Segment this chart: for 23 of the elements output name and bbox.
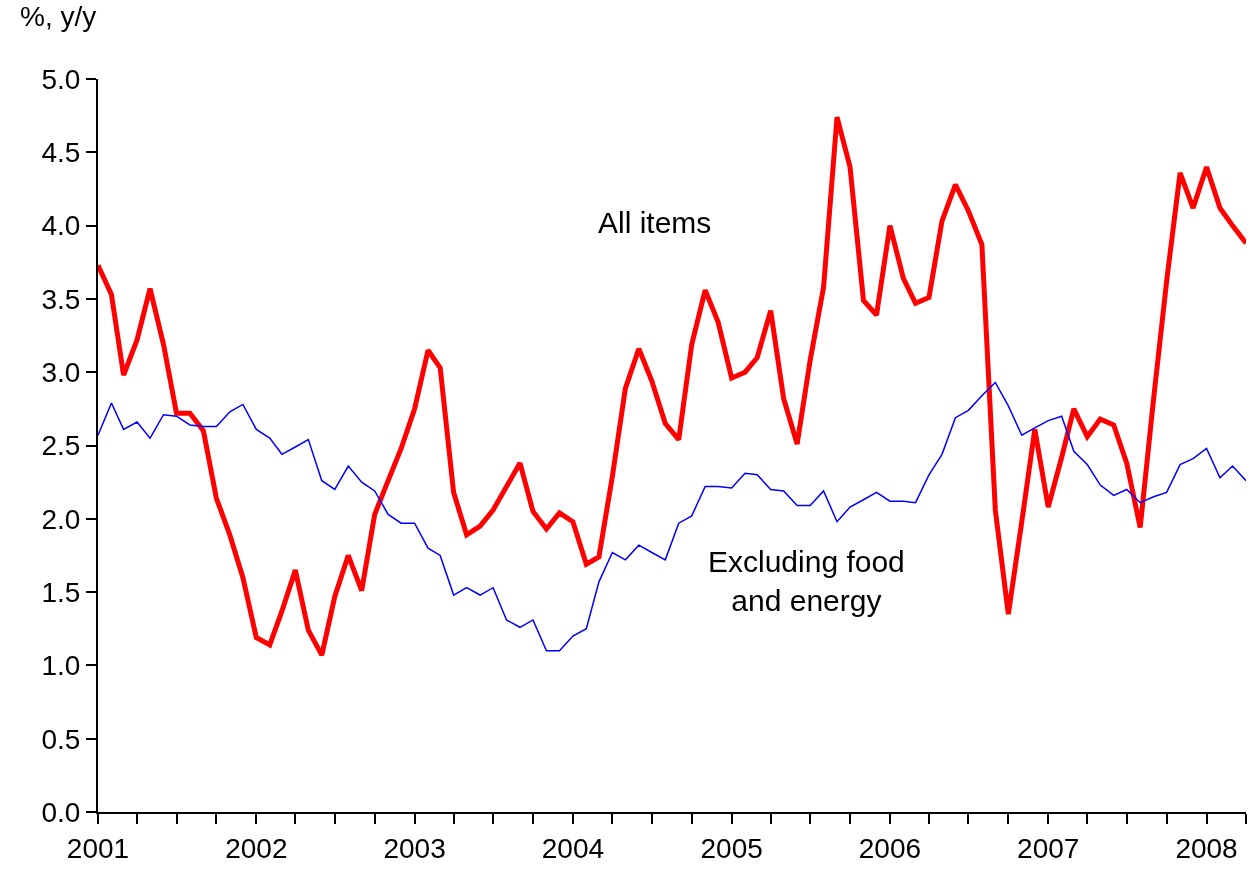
y-tick-label: 0.0 [41,796,81,828]
x-tick-label: 2001 [66,832,130,864]
y-tick-label: 3.5 [41,283,81,315]
x-tick-label: 2003 [383,832,446,864]
y-tick-label: 2.0 [41,503,81,535]
y-tick-label: 4.5 [41,137,81,169]
x-tick-label: 2005 [700,832,763,864]
y-tick-label: 3.0 [41,357,81,388]
y-tick-label: 2.5 [41,430,81,462]
series-label: All items [598,206,712,239]
y-tick-label: 1.5 [41,576,81,608]
series-label: Excluding food and energy [708,545,905,617]
x-tick-label: 2008 [1175,832,1238,864]
y-tick-label: 0.5 [41,723,81,755]
y-axis-title: %, y/y [20,1,97,32]
x-tick-label: 2007 [1017,832,1080,864]
line-series [98,381,1246,652]
y-tick-label: 4.0 [41,210,81,242]
x-tick-label: 2004 [541,832,605,864]
y-tick-label: 5.0 [41,63,81,95]
x-tick-label: 2002 [225,832,288,864]
x-tick-label: 2006 [858,832,922,864]
y-tick-label: 1.0 [41,650,81,682]
